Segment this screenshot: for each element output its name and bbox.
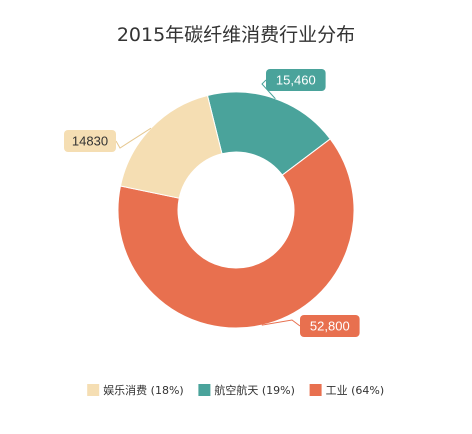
legend-label: 工业 (64%) <box>326 384 385 397</box>
legend: 娱乐消费 (18%) 航空航天 (19%) 工业 (64%) <box>87 383 384 397</box>
legend-swatch <box>309 384 322 396</box>
label-leader-line <box>261 319 301 327</box>
legend-label: 娱乐消费 (18%) <box>103 383 184 397</box>
data-label-box <box>266 69 326 91</box>
slice-entertainment[interactable] <box>119 94 223 199</box>
data-label-entertainment: 14830 <box>64 127 152 152</box>
slice-aerospace[interactable] <box>206 91 331 176</box>
label-leader-line <box>115 127 152 149</box>
legend-swatch <box>87 384 100 396</box>
data-label-aerospace: 15,460 <box>261 69 326 100</box>
legend-item-aerospace[interactable]: 航空航天 (19%) <box>198 383 295 397</box>
data-label-box <box>64 130 116 152</box>
labels-layer: 15,460 52,800 14830 <box>64 69 360 337</box>
chart-title: 2015年碳纤维消费行业分布 <box>117 24 355 46</box>
data-label-industry: 52,800 <box>261 315 360 337</box>
slices-layer <box>117 91 355 329</box>
legend-swatch <box>198 384 211 396</box>
data-label-text: 15,460 <box>276 73 316 88</box>
legend-item-industry[interactable]: 工业 (64%) <box>309 384 385 397</box>
slice-industry[interactable] <box>117 138 355 329</box>
label-leader-line <box>261 79 276 100</box>
data-label-text: 52,800 <box>310 319 350 334</box>
data-label-box <box>300 315 360 337</box>
legend-item-entertainment[interactable]: 娱乐消费 (18%) <box>87 383 184 397</box>
data-label-text: 14830 <box>72 134 108 149</box>
legend-label: 航空航天 (19%) <box>214 383 295 397</box>
